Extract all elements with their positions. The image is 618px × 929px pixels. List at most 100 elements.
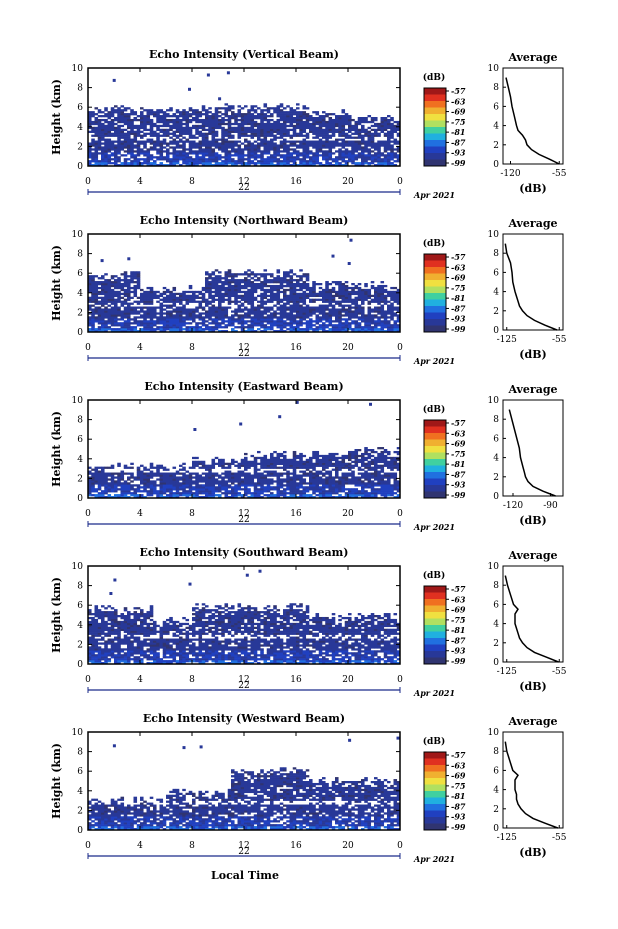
echo-cell (253, 320, 258, 323)
echo-cell (312, 164, 316, 167)
echo-cell (325, 296, 329, 299)
echo-cell (257, 117, 261, 120)
echo-cell (172, 156, 177, 159)
echo-cell (292, 273, 297, 276)
echo-cell (260, 140, 264, 143)
echo-cell (270, 113, 274, 116)
echo-cell (387, 328, 391, 331)
echo-cell (240, 281, 245, 284)
echo-cell (240, 304, 245, 307)
echo-cell (175, 150, 180, 153)
echo-cell (153, 156, 157, 159)
echo-cell (296, 115, 300, 118)
echo-cell (156, 466, 160, 469)
echo-cell (276, 294, 281, 298)
echo-cell (185, 326, 190, 329)
echo-cell (149, 111, 154, 114)
echo-cell (175, 310, 180, 313)
echo-cell (296, 111, 300, 114)
echo-cell (156, 326, 160, 329)
echo-cell (156, 296, 160, 299)
echo-cell (335, 156, 339, 159)
echo-cell (221, 126, 225, 130)
echo-cell (253, 322, 258, 325)
echo-cell (179, 122, 183, 126)
echo-cell (253, 286, 258, 290)
echo-cell (234, 128, 238, 132)
echo-cell (175, 320, 180, 323)
echo-cell (244, 486, 248, 489)
echo-cell (146, 122, 151, 126)
echo-cell (380, 306, 385, 309)
echo-cell (322, 124, 326, 128)
echo-cell (205, 490, 209, 493)
echo-cell (127, 126, 131, 130)
echo-cell (367, 288, 372, 292)
echo-cell (162, 120, 167, 124)
echo-cell (247, 158, 251, 161)
echo-cell (149, 146, 154, 149)
echo-cell (292, 162, 297, 165)
echo-cell (237, 290, 242, 294)
echo-cell (348, 142, 352, 145)
echo-cell (276, 148, 281, 151)
echo-cell (296, 326, 300, 329)
echo-cell (305, 294, 310, 298)
echo-cell (341, 318, 346, 321)
echo-cell (231, 117, 235, 120)
echo-cell (201, 300, 206, 303)
echo-cell (188, 488, 193, 491)
echo-cell (309, 324, 313, 327)
echo-cell (133, 312, 138, 315)
echo-cell (192, 326, 196, 329)
echo-cell (231, 281, 235, 284)
echo-cell (387, 142, 391, 145)
echo-cell (266, 288, 271, 292)
echo-cell (257, 310, 261, 313)
echo-cell (104, 310, 108, 313)
echo-cell (250, 107, 255, 110)
echo-cell (393, 164, 398, 167)
echo-cell (91, 128, 95, 132)
echo-cell (218, 281, 222, 284)
echo-cell (172, 478, 177, 481)
echo-cell (192, 140, 196, 143)
echo-cell (224, 107, 229, 110)
echo-cell (123, 154, 128, 157)
echo-cell (143, 486, 147, 489)
echo-cell (97, 300, 102, 303)
echo-cell (390, 292, 394, 296)
echo-cell (114, 314, 118, 317)
echo-cell (140, 288, 144, 292)
echo-cell (328, 158, 333, 161)
echo-cell (374, 122, 378, 126)
echo-cell (104, 484, 108, 487)
echo-cell (94, 281, 99, 284)
echo-cell (247, 142, 251, 145)
echo-cell (390, 314, 394, 317)
echo-cell (172, 328, 177, 331)
echo-cell (354, 290, 359, 294)
echo-cell (328, 154, 333, 157)
echo-cell (208, 142, 212, 145)
echo-cell (114, 290, 118, 294)
echo-cell (94, 284, 99, 288)
echo-cell (211, 158, 216, 161)
echo-cell (309, 318, 313, 321)
echo-cell (159, 472, 164, 475)
echo-cell (325, 162, 329, 165)
echo-cell (211, 126, 216, 130)
echo-cell (279, 105, 284, 108)
echo-cell (211, 312, 216, 315)
echo-cell (383, 284, 388, 288)
echo-cell (299, 124, 303, 128)
echo-cell (348, 134, 352, 137)
echo-cell (159, 474, 164, 477)
echo-cell (88, 286, 92, 290)
echo-cell (244, 300, 248, 303)
echo-cell (162, 292, 167, 296)
echo-cell (374, 154, 378, 157)
colorbar-swatch (424, 280, 446, 287)
echo-cell (110, 302, 115, 305)
echo-cell (361, 152, 365, 155)
